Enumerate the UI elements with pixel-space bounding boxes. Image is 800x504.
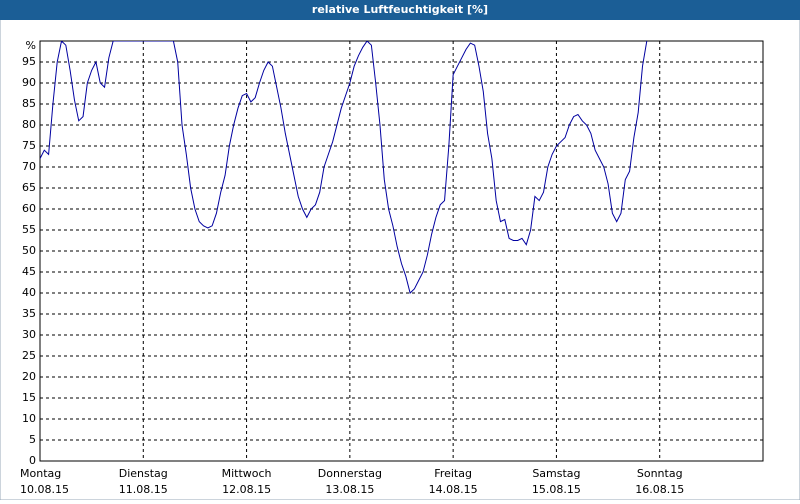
x-tick-date: 14.08.15 [429,483,478,496]
x-tick-label: Mittwoch [222,467,272,480]
x-tick-label: Donnerstag [318,467,382,480]
y-tick-label: 0 [29,454,36,467]
x-tick-date: 15.08.15 [532,483,581,496]
y-tick-label: 5 [29,433,36,446]
y-tick-label: 65 [22,181,36,194]
y-tick-label: 55 [22,223,36,236]
y-tick-label: % [26,39,36,52]
x-tick-label: Sonntag [637,467,683,480]
x-tick-date: 16.08.15 [635,483,684,496]
x-tick-label: Montag [20,467,61,480]
data-line [40,41,648,294]
y-tick-label: 10 [22,412,36,425]
y-tick-label: 45 [22,265,36,278]
x-tick-label: Freitag [434,467,472,480]
x-tick-date: 10.08.15 [20,483,69,496]
y-tick-label: 40 [22,286,36,299]
y-tick-label: 50 [22,244,36,257]
y-tick-label: 20 [22,370,36,383]
title-bar [0,0,800,20]
y-tick-label: 30 [22,328,36,341]
chart-title: relative Luftfeuchtigkeit [%] [312,3,488,16]
y-tick-label: 75 [22,139,36,152]
x-tick-label: Dienstag [119,467,168,480]
y-tick-label: 95 [22,55,36,68]
x-tick-date: 13.08.15 [325,483,374,496]
x-tick-date: 12.08.15 [222,483,271,496]
y-tick-label: 35 [22,307,36,320]
y-tick-label: 85 [22,97,36,110]
x-tick-date: 11.08.15 [119,483,168,496]
y-tick-label: 80 [22,118,36,131]
y-tick-label: 15 [22,391,36,404]
y-tick-label: 25 [22,349,36,362]
x-tick-label: Samstag [532,467,580,480]
y-tick-label: 90 [22,76,36,89]
y-tick-label: 60 [22,202,36,215]
y-tick-label: 70 [22,160,36,173]
